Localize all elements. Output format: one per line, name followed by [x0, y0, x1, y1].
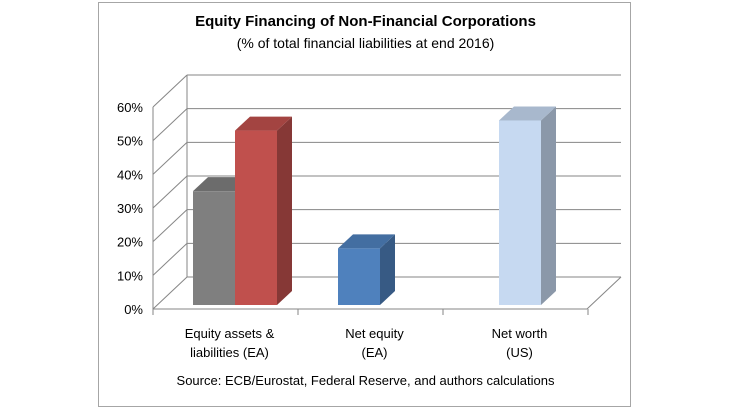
- bar: [499, 120, 541, 305]
- x-category-label: Net equity: [345, 326, 404, 341]
- y-tick-label: 10%: [117, 268, 143, 283]
- x-category-label: liabilities (EA): [190, 345, 269, 360]
- gridline-depth: [152, 242, 188, 276]
- bar-top: [338, 234, 395, 249]
- bar-top: [235, 116, 292, 131]
- chart-plot: 0% 10% 20% 30% 40% 50% 60% Equity assets & liabi…: [117, 74, 622, 360]
- gridline-depth: [152, 175, 188, 209]
- gridline-depth: [152, 276, 188, 310]
- chart-source: Source: ECB/Eurostat, Federal Reserve, a…: [176, 373, 555, 388]
- chart-title: Equity Financing of Non-Financial Corpor…: [195, 13, 536, 30]
- bar: [193, 191, 235, 305]
- y-tick-label: 20%: [117, 235, 143, 250]
- x-category-label: Net worth: [492, 326, 548, 341]
- y-tick-label: 40%: [117, 167, 143, 182]
- floor-right-edge: [586, 276, 622, 310]
- x-category-label: (EA): [362, 345, 388, 360]
- bar-side: [541, 106, 556, 305]
- bar-side: [380, 234, 395, 305]
- x-category-label: (US): [506, 345, 533, 360]
- gridline-depth: [152, 108, 188, 142]
- y-tick-label: 0%: [124, 302, 143, 317]
- y-tick-label: 60%: [117, 100, 143, 115]
- y-tick-label: 30%: [117, 201, 143, 216]
- bar: [235, 130, 277, 305]
- chart-frame: Equity Financing of Non-Financial Corpor…: [98, 2, 631, 407]
- gridline-depth: [152, 209, 188, 243]
- gridline-depth: [152, 74, 188, 108]
- y-tick-label: 50%: [117, 134, 143, 149]
- chart-subtitle: (% of total financial liabilities at end…: [236, 35, 495, 51]
- bar: [338, 248, 380, 305]
- bar-side: [277, 116, 292, 305]
- gridline-depth: [152, 141, 188, 175]
- bar-top: [499, 106, 556, 121]
- x-category-label: Equity assets &: [185, 326, 275, 341]
